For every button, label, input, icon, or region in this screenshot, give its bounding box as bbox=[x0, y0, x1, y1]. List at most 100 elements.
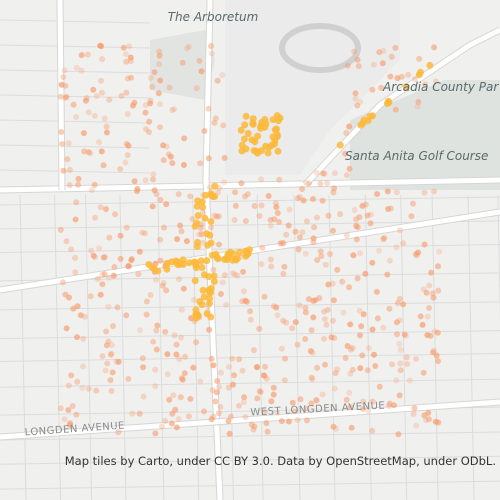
heat-dot bbox=[354, 102, 361, 109]
heat-dot bbox=[321, 316, 328, 323]
heat-dot bbox=[413, 252, 420, 259]
heat-dot bbox=[193, 339, 200, 346]
heat-dot bbox=[373, 288, 380, 295]
heat-dot bbox=[59, 141, 66, 148]
heat-dot bbox=[355, 63, 362, 70]
heat-dot bbox=[271, 216, 278, 223]
heat-dot bbox=[60, 74, 67, 80]
heat-dot bbox=[160, 142, 167, 149]
heat-dot bbox=[302, 336, 309, 342]
heat-dot bbox=[386, 257, 393, 264]
heat-dot bbox=[337, 211, 344, 218]
heat-dot bbox=[394, 300, 401, 306]
heat-dot bbox=[244, 298, 250, 305]
heat-dot bbox=[80, 363, 86, 370]
heat-dot bbox=[221, 155, 228, 161]
heat-dot bbox=[264, 149, 272, 157]
heat-dot bbox=[73, 114, 80, 120]
heat-dot bbox=[360, 116, 368, 124]
heat-dot bbox=[84, 51, 91, 58]
heat-dot bbox=[218, 369, 224, 376]
heat-dot bbox=[400, 301, 407, 308]
heat-dot bbox=[292, 228, 299, 235]
heat-dot bbox=[364, 367, 371, 374]
heat-dot bbox=[274, 147, 282, 155]
heat-dot bbox=[98, 148, 105, 155]
heat-dot bbox=[127, 54, 134, 61]
heat-dot bbox=[88, 247, 95, 254]
heat-dot bbox=[177, 394, 184, 401]
heat-dot bbox=[101, 115, 108, 122]
heat-dot bbox=[329, 280, 336, 287]
heat-dot bbox=[97, 42, 104, 49]
heat-dot bbox=[376, 247, 383, 254]
heat-dot bbox=[285, 222, 292, 229]
heat-dot bbox=[61, 416, 68, 423]
heat-dot bbox=[153, 327, 160, 334]
heat-dot bbox=[68, 372, 75, 379]
heat-dot bbox=[261, 408, 268, 415]
heat-dot bbox=[358, 323, 365, 330]
heat-dot bbox=[73, 411, 80, 418]
heat-dot bbox=[231, 217, 238, 223]
heat-dot bbox=[424, 332, 431, 339]
heat-dot bbox=[108, 388, 115, 394]
heat-dot bbox=[63, 94, 70, 100]
heat-dot bbox=[384, 188, 391, 195]
heat-dot bbox=[397, 360, 404, 367]
heat-dot bbox=[310, 239, 317, 246]
heat-dot bbox=[273, 204, 280, 211]
heat-dot bbox=[152, 366, 159, 373]
heat-dot bbox=[112, 211, 119, 218]
heat-dot bbox=[270, 303, 277, 310]
heat-dot bbox=[393, 189, 400, 196]
heat-dot bbox=[199, 286, 207, 294]
heat-dot bbox=[151, 187, 158, 194]
street bbox=[119, 194, 127, 500]
heat-dot bbox=[435, 358, 441, 365]
heat-dot bbox=[178, 306, 185, 313]
heat-dot bbox=[150, 171, 157, 178]
heat-dot bbox=[123, 51, 129, 58]
heat-dot bbox=[181, 370, 188, 377]
heat-dot bbox=[303, 218, 310, 225]
heat-dot bbox=[311, 224, 318, 231]
heat-dot bbox=[156, 52, 163, 59]
street bbox=[192, 194, 200, 500]
heat-dot bbox=[210, 278, 218, 285]
heat-dot bbox=[104, 360, 111, 367]
heat-dot bbox=[429, 290, 436, 297]
heat-dot bbox=[330, 317, 336, 324]
heat-dot bbox=[343, 172, 350, 179]
heat-dot bbox=[420, 369, 427, 376]
heat-dot bbox=[175, 191, 182, 198]
heat-dot bbox=[57, 226, 64, 233]
heat-dot bbox=[157, 124, 163, 131]
heat-dot bbox=[196, 298, 204, 306]
heat-dot bbox=[310, 235, 317, 242]
heat-dot bbox=[150, 338, 157, 345]
heat-dot bbox=[385, 206, 391, 212]
heat-dot bbox=[384, 97, 392, 105]
heat-dot bbox=[401, 331, 408, 338]
heat-dot bbox=[105, 338, 112, 345]
heat-dot bbox=[309, 196, 316, 202]
heat-dot bbox=[211, 119, 218, 126]
heat-dot bbox=[160, 157, 167, 164]
heat-dot bbox=[149, 203, 156, 210]
heat-dot bbox=[100, 254, 107, 261]
heat-dot bbox=[378, 84, 385, 91]
heat-dot bbox=[187, 395, 194, 402]
heat-dot bbox=[90, 252, 97, 259]
heat-dot bbox=[114, 304, 121, 311]
heat-dot bbox=[241, 394, 248, 401]
heat-dot bbox=[316, 295, 323, 302]
heat-dot bbox=[230, 381, 236, 388]
street bbox=[85, 194, 93, 500]
heat-dot bbox=[91, 181, 98, 188]
heat-dot bbox=[365, 408, 372, 415]
heat-dot bbox=[302, 304, 309, 311]
heat-dot bbox=[228, 413, 234, 420]
heat-dot bbox=[308, 374, 315, 381]
